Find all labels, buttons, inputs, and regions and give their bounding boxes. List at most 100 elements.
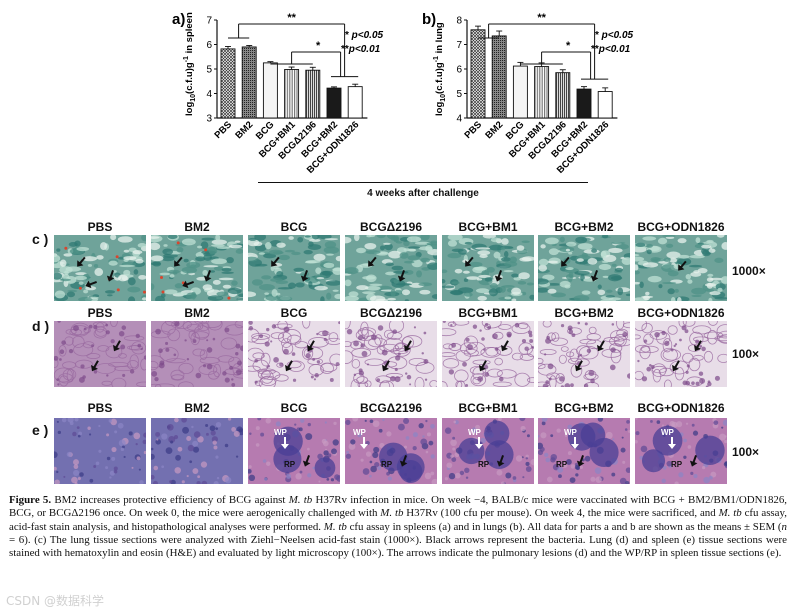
caption-mtb: M. tb	[288, 494, 313, 506]
pointer-arrow-icon	[113, 340, 121, 352]
pointer-arrow-icon	[397, 270, 406, 282]
micrograph-label: BCG+BM2	[554, 401, 614, 415]
rp-annotation: RP	[556, 460, 568, 469]
micrograph-image	[151, 321, 243, 387]
micrograph-lung	[538, 321, 630, 387]
wp-annotation: WP	[564, 428, 577, 437]
micrograph-image	[54, 321, 146, 387]
micrograph-acid-fast	[54, 235, 146, 301]
pointer-arrow-icon	[281, 437, 289, 449]
pointer-arrow-icon	[106, 270, 115, 282]
magnification-label: 1000×	[732, 264, 766, 278]
category-label: BM2	[233, 119, 255, 141]
micrograph-image	[248, 321, 340, 387]
micrograph-lung	[54, 321, 146, 387]
micrograph-acid-fast	[248, 235, 340, 301]
wp-annotation: WP	[353, 428, 366, 437]
micrograph-spleen	[54, 418, 146, 484]
y-tick-label: 6	[456, 65, 462, 76]
y-tick-label: 8	[456, 16, 462, 27]
micrograph-lung	[442, 321, 534, 387]
caption-text-4: cfu assay, acid-fast stain analysis, and…	[9, 507, 787, 533]
micrograph-spleen	[151, 418, 243, 484]
micrograph-label: BCG	[280, 401, 308, 415]
chart-a: a) log10(c.f.u)g-1 in spleen 3 4 5 6 7 PBS BM2 BC…	[150, 0, 400, 215]
micrograph-label: BCG+ODN1826	[637, 401, 725, 415]
bar	[305, 69, 321, 119]
pointer-arrow-icon	[571, 437, 579, 449]
micrograph-image	[345, 235, 437, 301]
micrograph-image	[345, 321, 437, 387]
micrograph-label: BM2	[184, 220, 210, 234]
row-letter-d: d )	[32, 318, 50, 334]
caption-text-2: H37Rv infection in mice. On week −4, BAL…	[9, 494, 787, 520]
pointer-arrow-icon	[302, 455, 311, 467]
category-label: PBS	[463, 119, 485, 141]
micrograph-label: PBS	[87, 401, 113, 415]
micrograph-label: BCG+BM1	[458, 220, 518, 234]
pointer-arrow-icon	[368, 256, 377, 267]
micrograph-label: BCG	[280, 306, 308, 320]
pointer-arrow-icon	[91, 360, 99, 372]
micrograph-label: BCG+BM2	[554, 306, 614, 320]
micrograph-label: BCG+BM1	[458, 306, 518, 320]
pointer-arrow-icon	[678, 260, 687, 271]
legend-sig1: * p<0.05	[595, 30, 634, 41]
magnification-label: 100×	[732, 445, 760, 459]
bar	[597, 91, 613, 119]
micrograph-acid-fast	[635, 235, 727, 301]
bar	[262, 62, 278, 119]
micrograph-image	[442, 321, 534, 387]
caption-text-3: H37Rv (100 cfu per mouse). On week 4, th…	[403, 507, 719, 520]
rp-annotation: RP	[381, 460, 393, 469]
watermark: CSDN @数据科学	[6, 594, 105, 608]
micrograph-image	[442, 235, 534, 301]
caption-label: Figure 5.	[9, 494, 52, 506]
micrograph-label: BCG+ODN1826	[637, 306, 725, 320]
sig-stars: **	[287, 12, 296, 24]
pointer-arrow-icon	[494, 270, 503, 282]
pointer-arrow-icon	[597, 340, 605, 352]
pointer-arrow-icon	[668, 437, 676, 449]
caption-mtb: M. tb	[380, 507, 404, 520]
micrograph-spleen: WP RP	[442, 418, 534, 484]
pointer-arrow-icon	[77, 256, 86, 267]
micrograph-image	[538, 235, 630, 301]
caption-mtb: M. tb	[323, 520, 347, 533]
magnification-label: 100×	[732, 347, 760, 361]
y-tick-label: 3	[206, 114, 212, 125]
y-tick-label: 4	[206, 89, 212, 100]
micrograph-label: BCGΔ2196	[360, 306, 422, 320]
bar	[347, 86, 363, 119]
pointer-arrow-icon	[182, 280, 194, 289]
bar	[491, 35, 507, 119]
bar	[326, 87, 342, 119]
pointer-arrow-icon	[271, 256, 280, 267]
micrograph-image	[635, 321, 727, 387]
challenge-label: 4 weeks after challenge	[367, 188, 479, 199]
bar	[241, 46, 257, 119]
micrograph-lung	[635, 321, 727, 387]
y-tick-label: 6	[206, 40, 212, 51]
bar	[512, 65, 528, 119]
pointer-arrow-icon	[300, 270, 309, 282]
row-letter-e: e )	[32, 422, 49, 438]
micrograph-image	[151, 235, 243, 301]
category-label: PBS	[213, 119, 235, 141]
caption-text-5: cfu assay in spleens (a) and in lungs (b…	[346, 520, 782, 533]
micrograph-label: BCG+BM1	[458, 401, 518, 415]
bar	[220, 48, 236, 119]
challenge-bracket-line	[258, 182, 588, 183]
pointer-arrow-icon	[672, 360, 680, 372]
micrograph-label: BCG	[280, 220, 308, 234]
panel-letter: b)	[422, 11, 436, 28]
micrograph-image	[442, 418, 534, 484]
micrograph-image	[635, 418, 727, 484]
pointer-arrow-icon	[561, 256, 570, 267]
pointer-arrow-icon	[576, 455, 585, 467]
pointer-arrow-icon	[694, 340, 702, 352]
bar	[534, 66, 550, 119]
panel-letter: a)	[172, 11, 185, 28]
sig-stars: *	[316, 40, 321, 52]
